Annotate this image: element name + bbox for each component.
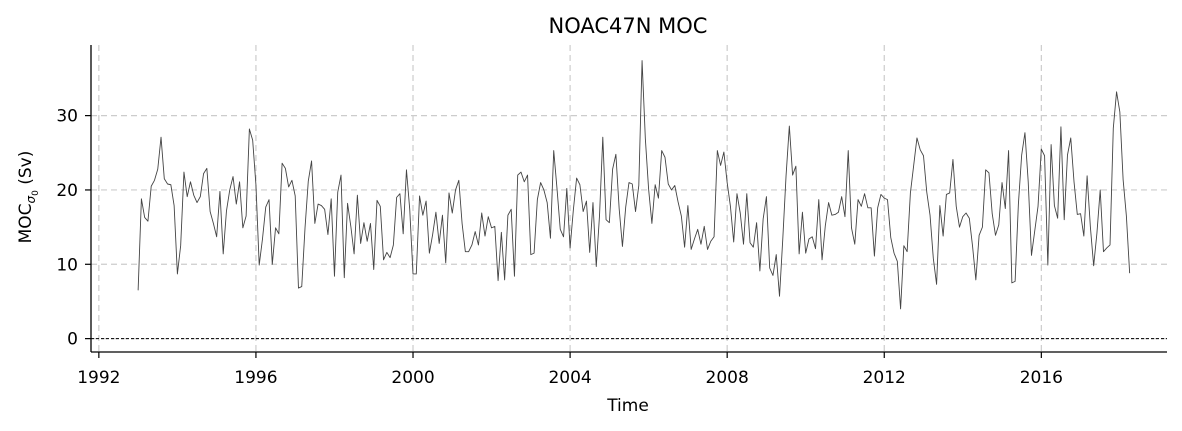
y-axis-title-main: MOC: [16, 203, 36, 243]
y-axis-title-unit: (Sv): [16, 151, 36, 191]
y-axis-title-sub: σ: [24, 195, 38, 203]
y-tick-label: 0: [67, 330, 78, 350]
x-tick-label: 2012: [863, 368, 906, 388]
x-tick-label: 1992: [77, 368, 120, 388]
x-tick-label: 2000: [391, 368, 434, 388]
y-axis-ticks: 0 10 20 30: [56, 107, 91, 350]
x-tick-label: 2008: [706, 368, 749, 388]
x-axis-title: Time: [606, 396, 649, 416]
x-axis-ticks: 1992 1996 2000 2004 2008 2012 2016: [77, 352, 1063, 388]
x-tick-label: 2016: [1020, 368, 1063, 388]
y-tick-label: 10: [56, 255, 78, 275]
chart-title: NOAC47N MOC: [549, 14, 708, 38]
x-tick-label: 1996: [234, 368, 277, 388]
y-axis-title: MOCσ0 (Sv): [16, 151, 41, 244]
y-tick-label: 30: [56, 107, 78, 127]
x-tick-label: 2004: [548, 368, 591, 388]
y-tick-label: 20: [56, 181, 78, 201]
y-axis-title-subsub: 0: [31, 190, 41, 196]
moc-series-line: [137, 60, 1131, 310]
axes: [90, 45, 1167, 353]
